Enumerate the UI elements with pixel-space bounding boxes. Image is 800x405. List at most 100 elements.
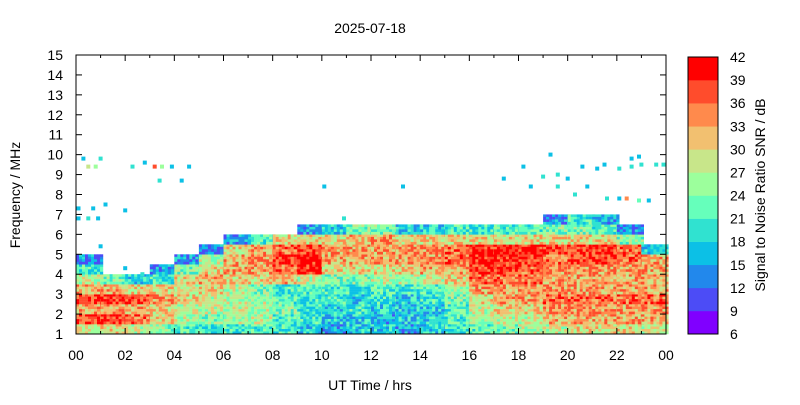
heatmap-pixel bbox=[511, 321, 516, 325]
heatmap-pixel bbox=[128, 316, 132, 320]
heatmap-pixel bbox=[232, 299, 236, 302]
heatmap-pixel bbox=[321, 276, 325, 280]
heatmap-pixel bbox=[595, 294, 599, 297]
heatmap-pixel bbox=[398, 289, 402, 292]
heatmap-pixel bbox=[392, 296, 396, 300]
heatmap-pixel bbox=[170, 329, 174, 332]
heatmap-pixel bbox=[389, 331, 393, 335]
heatmap-pixel bbox=[167, 296, 171, 300]
heatmap-pixel bbox=[610, 319, 614, 322]
heatmap-pixel bbox=[88, 281, 92, 285]
heatmap-pixel bbox=[342, 299, 346, 302]
heatmap-cell bbox=[567, 324, 595, 335]
heatmap-pixel bbox=[543, 299, 547, 302]
heatmap-pixel bbox=[219, 311, 224, 315]
heatmap-pixel bbox=[588, 309, 592, 312]
heatmap-pixel bbox=[303, 284, 307, 287]
heatmap-pixel bbox=[266, 279, 270, 282]
heatmap-pixel bbox=[167, 326, 171, 330]
heatmap-pixel bbox=[183, 304, 187, 307]
heatmap-pixel bbox=[257, 316, 261, 320]
heatmap-pixel bbox=[125, 311, 129, 315]
heatmap-pixel bbox=[115, 276, 119, 280]
heatmap-pixel bbox=[456, 286, 460, 290]
heatmap-pixel bbox=[579, 299, 583, 302]
heatmap-pixel bbox=[613, 294, 617, 297]
heatmap-pixel bbox=[410, 306, 414, 310]
heatmap-pixel bbox=[272, 319, 276, 322]
heatmap-pixel bbox=[564, 329, 568, 332]
heatmap-pixel bbox=[204, 294, 209, 297]
heatmap-pixel bbox=[281, 311, 285, 315]
heatmap-pixel bbox=[570, 331, 574, 335]
heatmap-cell bbox=[198, 324, 227, 335]
heatmap-pixel bbox=[573, 284, 577, 287]
heatmap-pixel bbox=[496, 296, 501, 300]
heatmap-pixel bbox=[330, 291, 334, 295]
heatmap-pixel bbox=[628, 324, 632, 327]
heatmap-pixel bbox=[137, 319, 141, 322]
heatmap-pixel bbox=[112, 286, 116, 290]
heatmap-pixel bbox=[226, 316, 230, 320]
heatmap-pixel bbox=[137, 296, 141, 300]
heatmap-pixel bbox=[312, 291, 316, 295]
heatmap-pixel bbox=[377, 309, 381, 312]
heatmap-pixel bbox=[367, 274, 371, 277]
heatmap-pixel bbox=[631, 299, 635, 302]
heatmap-pixel bbox=[235, 331, 239, 335]
heatmap-pixel bbox=[622, 309, 626, 312]
heatmap-pixel bbox=[180, 326, 184, 330]
heatmap-pixel bbox=[324, 324, 328, 327]
heatmap-pixel bbox=[336, 284, 340, 287]
heatmap-pixel bbox=[429, 291, 433, 295]
heatmap-pixel bbox=[429, 299, 433, 302]
heatmap-pixel bbox=[579, 294, 583, 297]
heatmap-pixel bbox=[88, 314, 92, 317]
heatmap-pixel bbox=[613, 299, 617, 302]
heatmap-pixel bbox=[330, 299, 334, 302]
heatmap-pixel bbox=[407, 324, 411, 327]
heatmap-pixel bbox=[647, 321, 651, 325]
heatmap-pixel bbox=[137, 284, 141, 287]
heatmap-pixel bbox=[137, 321, 141, 325]
heatmap-pixel bbox=[97, 279, 101, 282]
heatmap-pixel bbox=[598, 311, 602, 315]
heatmap-pixel bbox=[306, 289, 310, 292]
heatmap-pixel bbox=[146, 286, 150, 290]
heatmap-pixel bbox=[306, 324, 310, 327]
heatmap-pixel bbox=[592, 299, 596, 302]
heatmap-pixel bbox=[487, 301, 491, 305]
heatmap-pixel bbox=[499, 321, 504, 325]
heatmap-pixel bbox=[438, 311, 442, 315]
heatmap-pixel bbox=[321, 289, 325, 292]
heatmap-pixel bbox=[410, 286, 414, 290]
heatmap-pixel bbox=[469, 309, 473, 312]
heatmap-pixel bbox=[429, 329, 433, 332]
heatmap-pixel bbox=[290, 291, 294, 295]
heatmap-pixel bbox=[508, 331, 513, 335]
heatmap-pixel bbox=[628, 286, 632, 290]
heatmap-pixel bbox=[121, 289, 125, 292]
heatmap-pixel bbox=[183, 274, 187, 277]
heatmap-pixel bbox=[342, 306, 346, 310]
heatmap-pixel bbox=[103, 281, 107, 285]
heatmap-pixel bbox=[502, 294, 507, 297]
heatmap-pixel bbox=[109, 291, 113, 295]
heatmap-pixel bbox=[539, 329, 543, 332]
heatmap-pixel bbox=[210, 294, 215, 297]
heatmap-pixel bbox=[536, 294, 540, 297]
heatmap-pixel bbox=[472, 329, 476, 332]
heatmap-pixel bbox=[389, 321, 393, 325]
heatmap-pixel bbox=[287, 301, 291, 305]
heatmap-pixel bbox=[530, 326, 534, 330]
heatmap-pixel bbox=[401, 329, 405, 332]
heatmap-pixel bbox=[511, 284, 516, 287]
heatmap-pixel bbox=[186, 296, 190, 300]
heatmap-pixel bbox=[383, 306, 387, 310]
heatmap-pixel bbox=[131, 301, 135, 305]
heatmap-pixel bbox=[216, 319, 221, 322]
heatmap-pixel bbox=[462, 326, 466, 330]
heatmap-pixel bbox=[358, 296, 362, 300]
heatmap-pixel bbox=[453, 306, 457, 310]
heatmap-pixel bbox=[219, 321, 224, 325]
